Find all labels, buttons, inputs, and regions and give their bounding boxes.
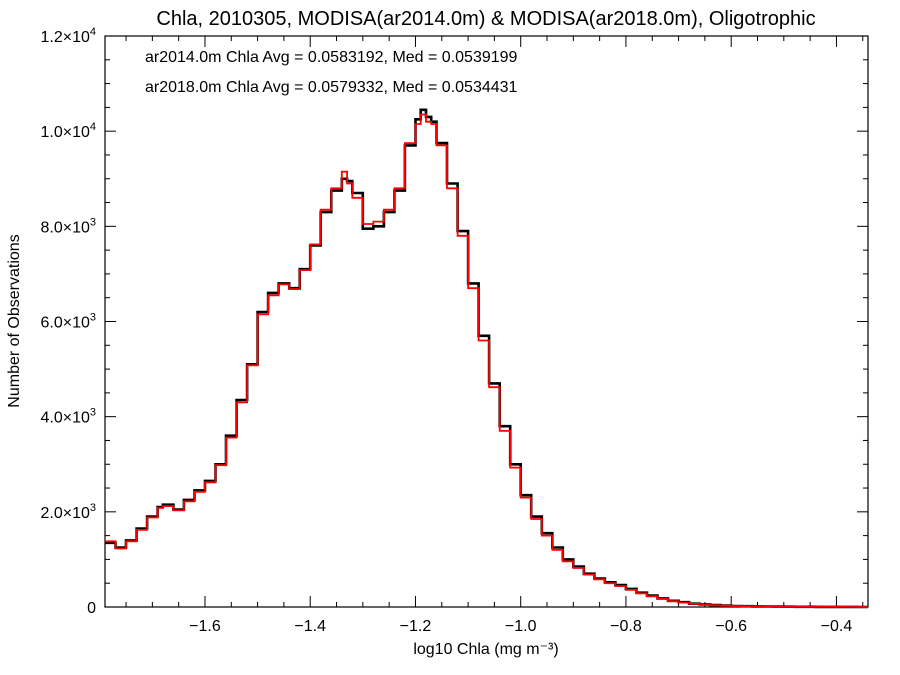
x-tick-label: −1.4 bbox=[294, 618, 326, 635]
y-axis-label: Number of Observations bbox=[6, 234, 23, 407]
y-tick-label: 8.0×103 bbox=[40, 216, 96, 236]
y-tick-label: 6.0×103 bbox=[40, 312, 96, 332]
x-tick-label: −0.8 bbox=[610, 618, 642, 635]
series-line-ar2018 bbox=[105, 113, 868, 608]
series-group bbox=[105, 108, 868, 609]
chart-title: Chla, 2010305, MODISA(ar2014.0m) & MODIS… bbox=[156, 8, 815, 30]
y-tick-label: 0 bbox=[87, 600, 96, 617]
x-tick-label: −1.2 bbox=[400, 618, 432, 635]
x-tick-label: −1.6 bbox=[189, 618, 221, 635]
legend-entry-ar2014: ar2014.0m Chla Avg = 0.0583192, Med = 0.… bbox=[145, 49, 518, 66]
y-tick-label: 4.0×103 bbox=[40, 407, 96, 427]
y-tick-label: 2.0×103 bbox=[40, 502, 96, 522]
legend-entry-ar2018: ar2018.0m Chla Avg = 0.0579332, Med = 0.… bbox=[145, 79, 518, 96]
plot-frame bbox=[104, 35, 869, 608]
x-tick-label: −1.0 bbox=[505, 618, 537, 635]
y-tick-label: 1.2×104 bbox=[40, 26, 96, 46]
x-tick-label: −0.4 bbox=[821, 618, 853, 635]
x-axis: −1.6 −1.4 −1.2 −1.0 −0.8 −0.6 −0.4 bbox=[125, 36, 864, 635]
x-tick-label: −0.6 bbox=[715, 618, 747, 635]
y-axis: 0 2.0×103 4.0×103 6.0×103 8.0×103 1.0×104 1.2×… bbox=[40, 26, 868, 617]
legend: ar2014.0m Chla Avg = 0.0583192, Med = 0.… bbox=[145, 49, 518, 96]
x-axis-label: log10 Chla (mg m⁻³) bbox=[413, 641, 558, 658]
y-tick-label: 1.0×104 bbox=[40, 121, 96, 141]
series-line-ar2014 bbox=[105, 108, 868, 609]
